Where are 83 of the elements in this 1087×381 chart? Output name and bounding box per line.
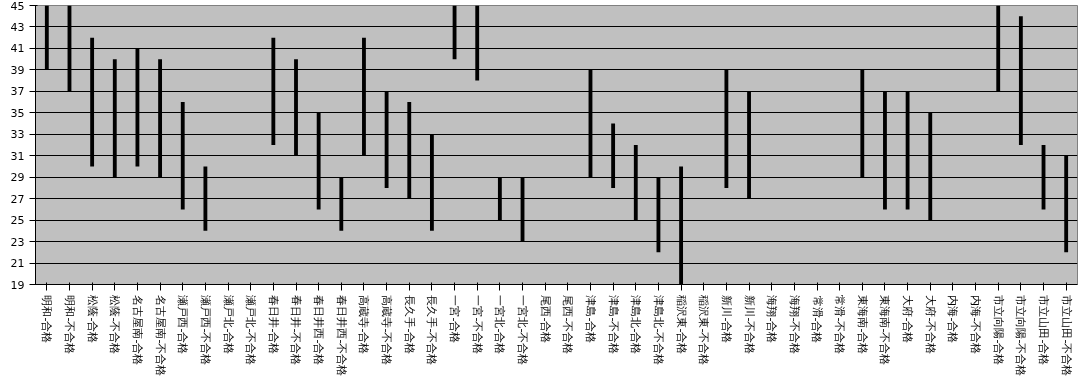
x-tick-label: 高蔵寺-合格 xyxy=(357,295,371,355)
x-tick-label: 松蔭-合格 xyxy=(85,295,99,344)
y-tick-label: 25 xyxy=(10,214,25,228)
y-tick-label: 35 xyxy=(10,106,25,120)
x-tick-label: 尾西-合格 xyxy=(538,295,552,344)
x-tick-label: 瀬戸北-不合格 xyxy=(244,295,258,366)
bar xyxy=(1064,155,1069,253)
bar xyxy=(90,37,95,167)
y-tick-label: 41 xyxy=(10,42,25,56)
x-tick-label: 長久手-不合格 xyxy=(425,295,439,366)
bar xyxy=(294,59,298,156)
x-tick-label: 名古屋南-不合格 xyxy=(153,295,167,377)
bar xyxy=(905,91,910,210)
bar xyxy=(860,69,865,178)
x-tick-label: 松蔭-不合格 xyxy=(108,295,122,355)
bar xyxy=(316,112,321,210)
bar xyxy=(158,59,163,178)
x-tick-label: 内海-合格 xyxy=(946,295,960,344)
bar xyxy=(407,102,412,199)
y-tick-label: 37 xyxy=(10,85,25,99)
bar xyxy=(928,112,933,221)
x-tick-label: 新川-合格 xyxy=(719,295,733,344)
x-tick-label: 市立向陽-合格 xyxy=(991,295,1005,366)
y-tick-label: 23 xyxy=(10,235,25,249)
bar xyxy=(611,123,616,188)
x-tick-label: 海翔-合格 xyxy=(765,295,779,344)
x-tick-label: 春日井西-合格 xyxy=(312,295,326,366)
y-tick-label: 27 xyxy=(10,192,25,206)
x-tick-label: 市立山田-合格 xyxy=(1037,295,1051,366)
y-tick-label: 19 xyxy=(10,278,25,292)
bar xyxy=(883,91,887,210)
bar xyxy=(724,69,729,188)
x-tick-label: 春日井-合格 xyxy=(266,295,280,355)
x-tick-label: 明和-合格 xyxy=(40,295,54,344)
x-tick-label: 東海南-合格 xyxy=(855,295,869,355)
x-tick-label: 稲沢東-不合格 xyxy=(697,295,711,366)
x-tick-label: 海翔-不合格 xyxy=(787,295,801,355)
x-tick-label: 常滑-合格 xyxy=(810,295,824,344)
x-tick-label: 新川-不合格 xyxy=(742,295,756,355)
bar xyxy=(497,177,502,221)
x-tick-label: 内海-不合格 xyxy=(969,295,983,355)
x-tick-label: 一宮-不合格 xyxy=(470,295,484,355)
y-tick-label: 45 xyxy=(10,0,25,13)
y-tick-label: 39 xyxy=(10,63,25,77)
x-tick-label: 瀬戸北-合格 xyxy=(221,295,235,355)
x-tick-label: 大府-合格 xyxy=(901,295,915,344)
x-tick-label: 春日井-不合格 xyxy=(289,295,303,366)
bar xyxy=(339,177,344,231)
y-tick-label: 29 xyxy=(10,171,25,185)
bar xyxy=(271,37,276,145)
x-tick-label: 常滑-不合格 xyxy=(833,295,847,355)
x-tick-label: 瀬戸西-不合格 xyxy=(198,295,212,366)
y-tick-label: 43 xyxy=(10,20,25,34)
x-tick-label: 一宮-合格 xyxy=(448,295,462,344)
x-tick-label: 一宮北-不合格 xyxy=(516,295,530,366)
x-tick-label: 市立山田-不合格 xyxy=(1059,295,1073,377)
x-tick-label: 瀬戸西-合格 xyxy=(176,295,190,355)
x-tick-label: 明和-不合格 xyxy=(62,295,76,355)
bar xyxy=(747,91,751,199)
x-tick-label: 稲沢東-合格 xyxy=(674,295,688,355)
x-tick-label: 一宮北-合格 xyxy=(493,295,507,355)
bar xyxy=(633,145,638,221)
bar xyxy=(384,91,389,188)
x-tick-label: 名古屋南-合格 xyxy=(130,295,144,366)
x-tick-label: 長久手-合格 xyxy=(402,295,416,355)
y-tick-label: 31 xyxy=(10,149,25,163)
y-tick-label: 33 xyxy=(10,128,25,142)
x-tick-label: 市立向陽-不合格 xyxy=(1014,295,1028,377)
x-tick-label: 東海南-不合格 xyxy=(878,295,892,366)
x-tick-label: 津島北-不合格 xyxy=(651,295,665,366)
bar xyxy=(180,102,185,210)
x-tick-label: 尾西-不合格 xyxy=(561,295,575,355)
x-tick-label: 津島北-合格 xyxy=(629,295,643,355)
bar xyxy=(362,37,366,156)
x-tick-label: 津島-合格 xyxy=(583,295,597,344)
x-tick-label: 津島-不合格 xyxy=(606,295,620,355)
bar xyxy=(203,166,208,231)
x-tick-label: 大府-不合格 xyxy=(923,295,937,355)
x-tick-label: 高蔵寺-不合格 xyxy=(380,295,394,366)
bar xyxy=(429,134,434,231)
x-tick-label: 春日井西-不合格 xyxy=(334,295,348,377)
y-tick-label: 21 xyxy=(10,257,25,271)
bar xyxy=(112,59,117,178)
